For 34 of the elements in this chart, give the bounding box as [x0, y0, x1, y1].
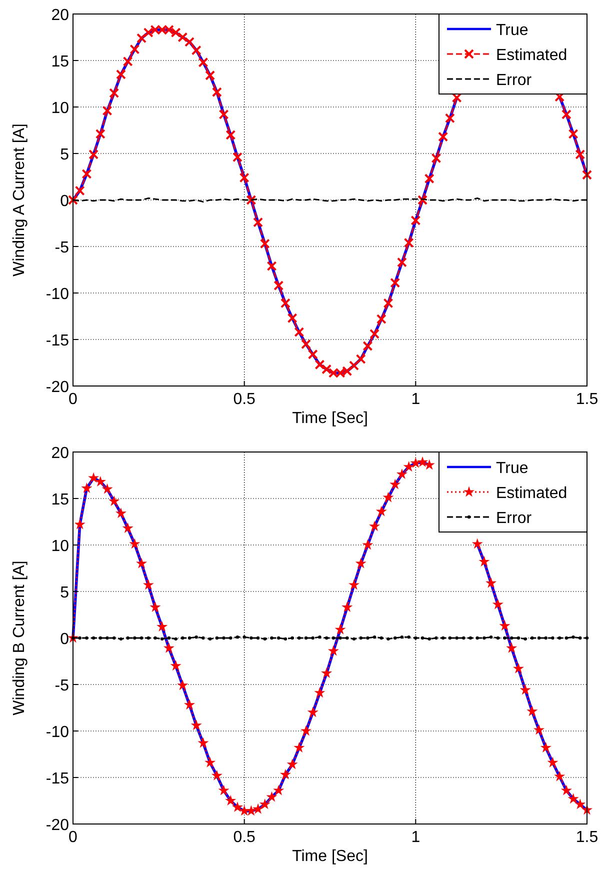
y-tick-label: 0	[60, 193, 70, 210]
y-tick-label: 10	[51, 100, 70, 117]
legend-label: Estimated	[496, 47, 568, 64]
y-tick-label: 5	[60, 146, 70, 164]
x-axis-title: Time [Sec]	[292, 848, 368, 865]
x-tick-label: 0.5	[233, 391, 256, 408]
x-tick-label: 1.5	[576, 829, 598, 846]
y-tick-label: -20	[46, 817, 70, 834]
y-tick-label: 15	[51, 54, 70, 70]
x-axis-title: Time [Sec]	[292, 410, 368, 427]
legend-label: True	[496, 22, 528, 39]
y-tick-label: -15	[46, 770, 70, 788]
y-tick-label: 15	[51, 492, 70, 508]
legend-label: Estimated	[496, 485, 568, 502]
y-tick-label: -5	[54, 678, 70, 694]
y-tick-label: -10	[46, 724, 70, 741]
y-tick-label: 10	[51, 538, 70, 555]
y-axis-title: Winding B Current [A]	[11, 560, 28, 716]
y-tick-label: -5	[54, 240, 70, 256]
y-tick-label: 20	[51, 445, 70, 462]
x-tick-label: 0.5	[233, 829, 256, 846]
x-tick-label: 1.5	[576, 391, 598, 408]
y-tick-label: 0	[60, 631, 70, 648]
x-tick-label: 1	[411, 829, 420, 846]
y-tick-label: -15	[46, 332, 70, 350]
y-tick-label: -10	[46, 286, 70, 303]
y-tick-label: -20	[46, 379, 70, 396]
y-axis-title: Winding A Current [A]	[11, 124, 28, 276]
legend-label: Error	[496, 72, 532, 89]
legend-label: Error	[496, 510, 532, 527]
y-tick-label: 5	[60, 584, 70, 602]
legend-label: True	[496, 460, 528, 477]
x-tick-label: 1	[411, 391, 420, 408]
y-tick-label: 20	[51, 7, 70, 24]
